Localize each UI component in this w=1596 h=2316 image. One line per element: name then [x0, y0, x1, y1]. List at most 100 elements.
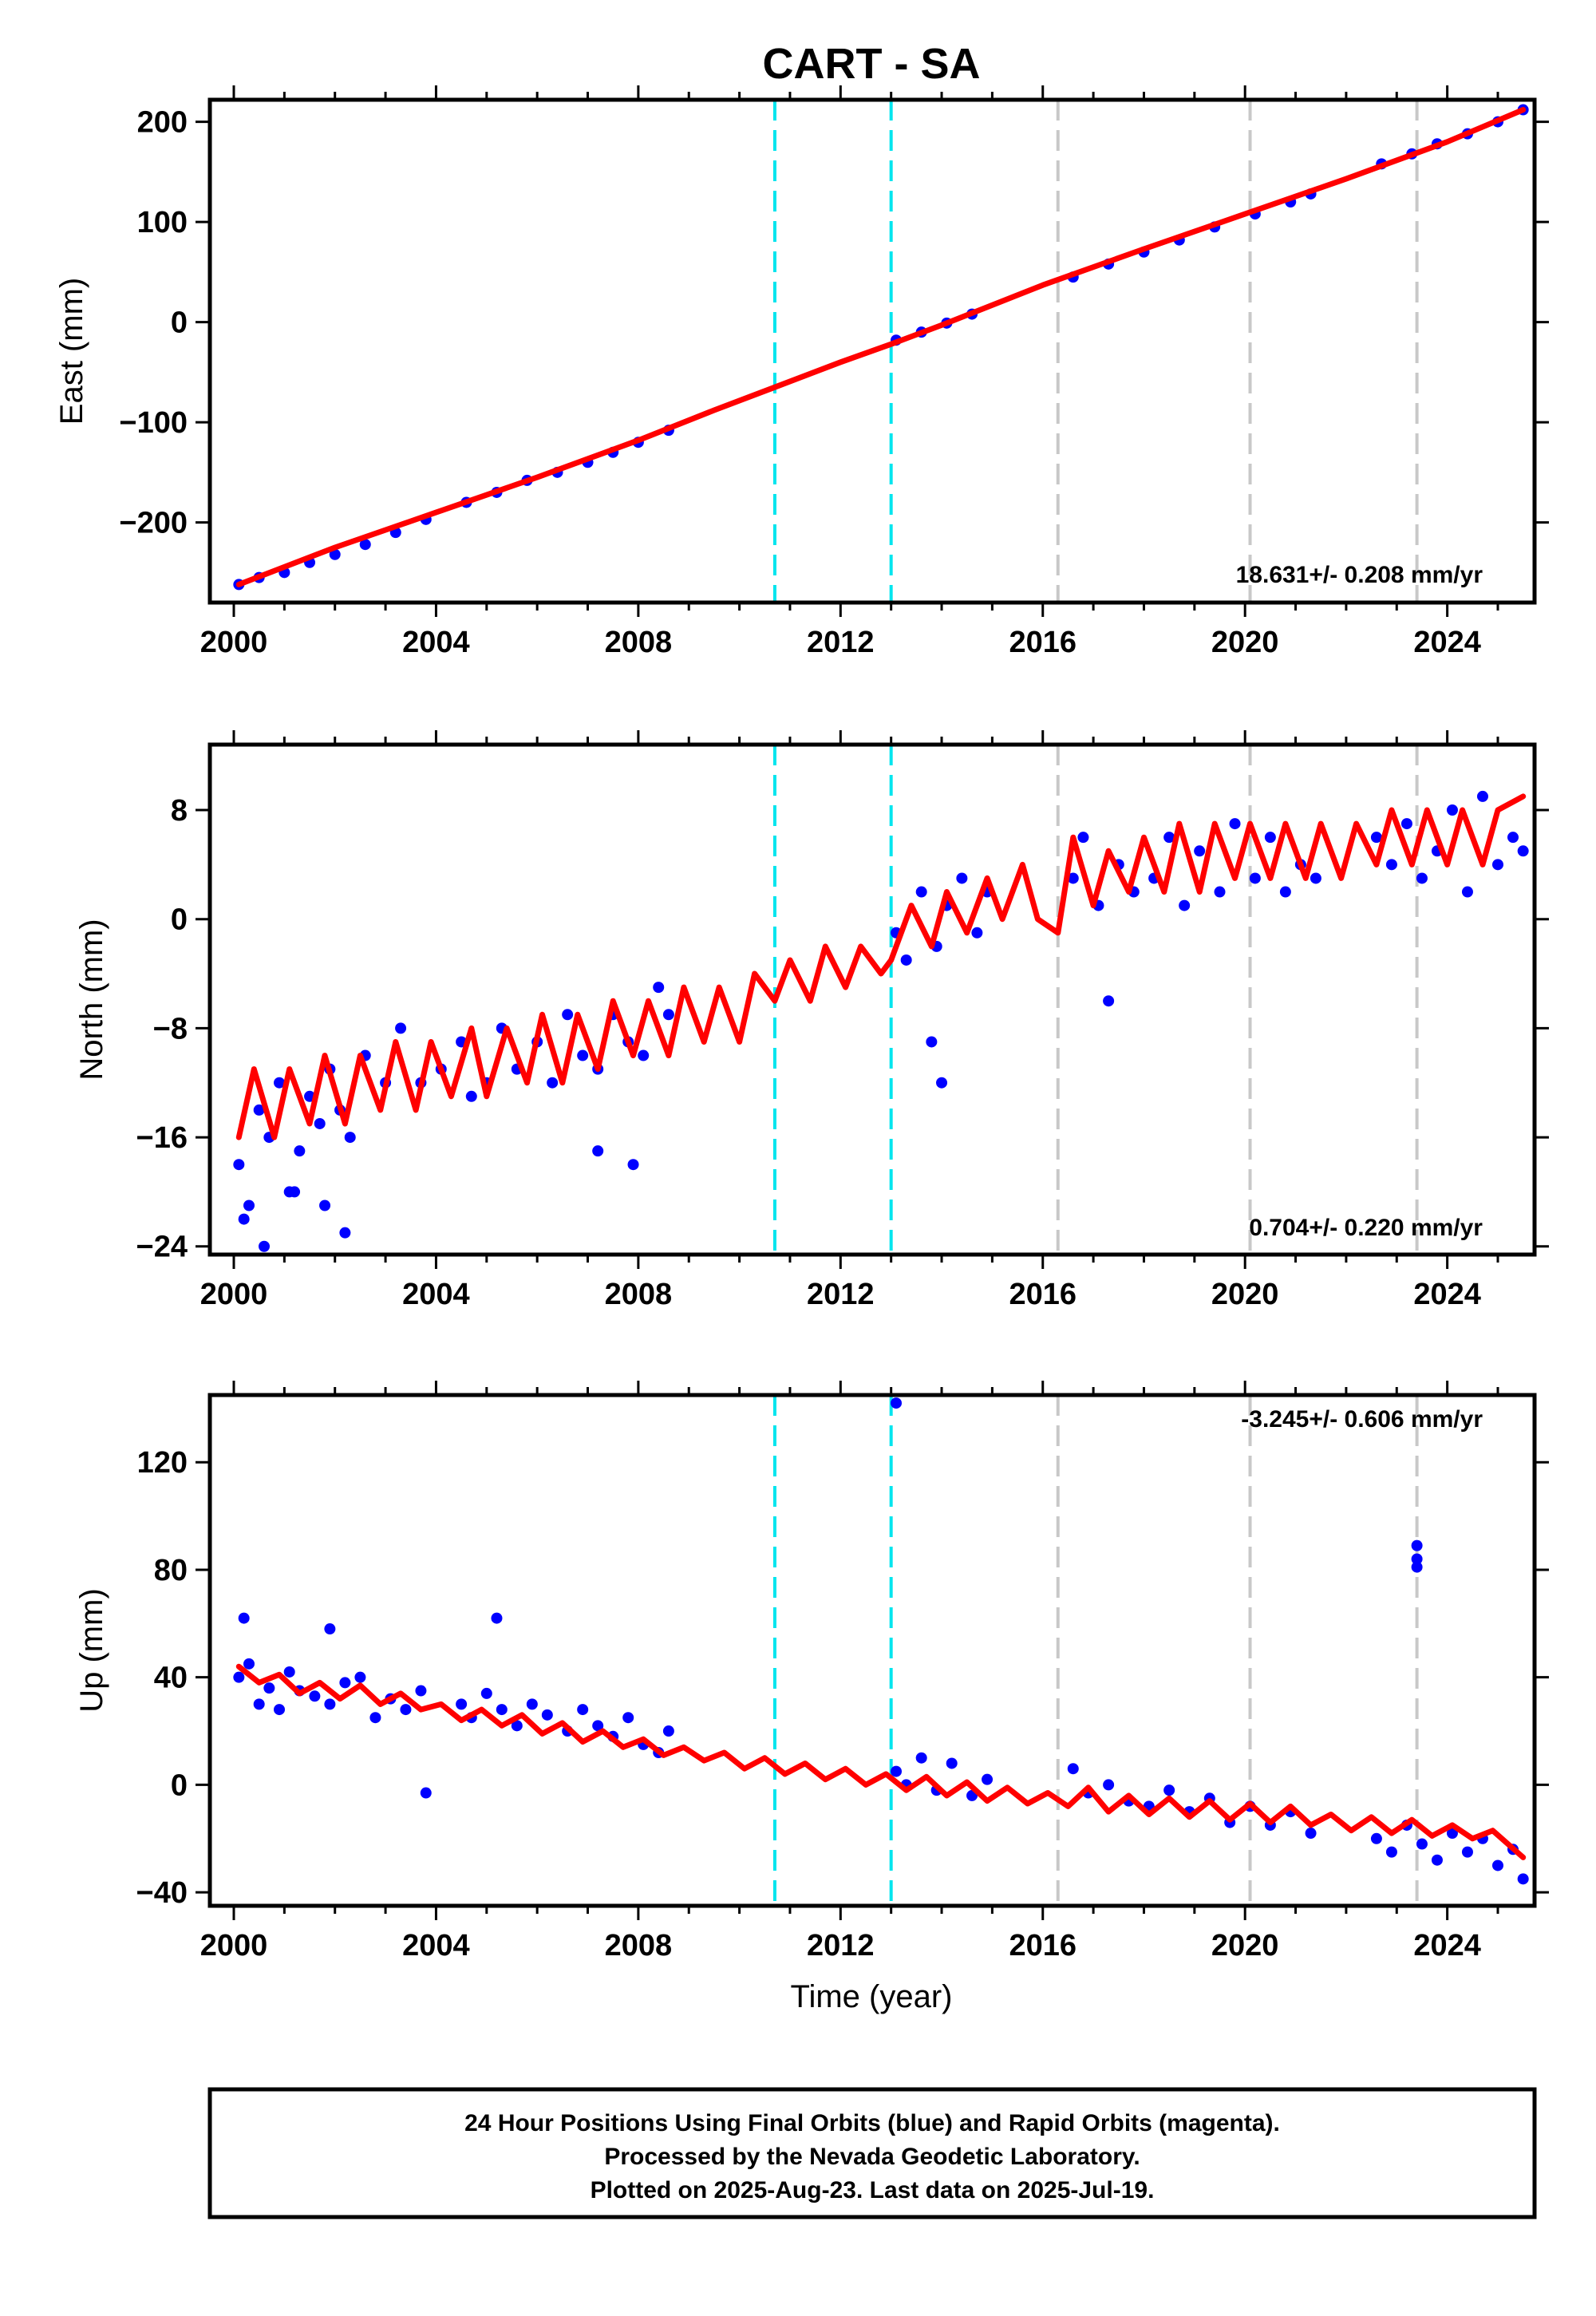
y-tick-label: 100	[137, 206, 188, 239]
data-point	[233, 1159, 245, 1171]
data-point	[1476, 790, 1488, 802]
data-point	[496, 1704, 508, 1716]
data-point	[233, 1671, 245, 1683]
data-point	[653, 982, 665, 994]
observations	[233, 790, 1529, 1252]
data-point	[283, 1666, 295, 1678]
x-tick-label: 2004	[402, 626, 470, 659]
y-tick-label: 80	[154, 1554, 188, 1587]
rate-annotation: 0.704+/- 0.220 mm/yr	[1249, 1215, 1483, 1241]
data-point	[1416, 1838, 1428, 1850]
data-point	[259, 1240, 271, 1252]
data-point	[627, 1159, 639, 1171]
data-point	[577, 1704, 589, 1716]
data-point	[339, 1227, 351, 1239]
data-point	[1264, 832, 1276, 844]
plot-frame	[207, 1393, 1537, 1908]
data-point	[1305, 1828, 1317, 1840]
data-point	[359, 539, 371, 551]
y-tick-label: 0	[171, 1769, 188, 1802]
data-point	[1103, 1779, 1115, 1791]
data-point	[1370, 832, 1382, 844]
data-point	[309, 1690, 321, 1702]
data-point	[324, 1623, 336, 1635]
chart-title: CART - SA	[763, 40, 981, 88]
data-point	[415, 1685, 427, 1697]
y-tick-label: 8	[171, 794, 188, 828]
data-point	[319, 1199, 331, 1211]
data-point	[638, 1049, 650, 1061]
y-axis-label: North (mm)	[74, 919, 109, 1080]
data-point	[1385, 1846, 1397, 1858]
data-point	[324, 1698, 336, 1710]
data-point	[238, 1213, 250, 1225]
data-point	[274, 1704, 286, 1716]
data-point	[1416, 872, 1428, 884]
up-panel: 2000 2004 2008 2012 2016 2020 2024 120 80 40 0 −40 U…	[74, 1381, 1549, 1962]
data-point	[400, 1704, 412, 1716]
data-point	[329, 548, 341, 560]
data-point	[1411, 1553, 1423, 1565]
plot-frame	[207, 97, 1537, 605]
data-point	[369, 1712, 381, 1724]
model-fit-line	[235, 793, 1527, 1140]
x-tick-label: 2024	[1413, 626, 1481, 659]
data-point	[900, 954, 912, 966]
y-tick-label: −8	[153, 1012, 188, 1045]
x-tick-label: 2000	[200, 1278, 268, 1311]
data-point	[456, 1698, 468, 1710]
y-tick-label: 40	[154, 1662, 188, 1695]
y-tick-label: 0	[171, 903, 188, 937]
data-point	[1446, 1828, 1458, 1840]
x-tick-label: 2020	[1211, 1278, 1279, 1311]
x-tick-label: 2016	[1009, 1278, 1077, 1311]
x-tick-label: 2016	[1009, 1929, 1077, 1962]
y-axis-label: East (mm)	[54, 278, 89, 425]
y-tick-label: −24	[136, 1231, 188, 1264]
footer-line-1: 24 Hour Positions Using Final Orbits (bl…	[464, 2110, 1280, 2136]
data-point	[891, 1765, 903, 1777]
rate-annotation: 18.631+/- 0.208 mm/yr	[1236, 562, 1483, 588]
data-point	[1067, 872, 1079, 884]
data-point	[339, 1677, 351, 1689]
x-tick-label: 2024	[1413, 1278, 1481, 1311]
data-point	[891, 1397, 903, 1409]
data-point	[577, 1049, 589, 1061]
x-tick-label: 2008	[605, 1278, 673, 1311]
data-point	[1431, 1854, 1443, 1866]
data-point	[1163, 832, 1175, 844]
data-point	[238, 1612, 250, 1624]
north-panel: 2000 2004 2008 2012 2016 2020 2024 8 0 −8 −16 −24 No…	[74, 730, 1549, 1311]
data-point	[926, 1036, 938, 1048]
data-point	[982, 1773, 994, 1785]
data-point	[263, 1682, 275, 1694]
east-panel: 2000 2004 2008 2012 2016 2020 2024 200 100 0 −100 −…	[54, 85, 1549, 659]
x-tick-label: 2020	[1211, 1929, 1279, 1962]
x-tick-label: 2012	[807, 1278, 875, 1311]
data-point	[1077, 832, 1089, 844]
x-tick-label: 2004	[402, 1929, 470, 1962]
x-tick-label: 2020	[1211, 626, 1279, 659]
data-point	[592, 1720, 604, 1732]
data-point	[395, 1022, 407, 1034]
data-point	[1517, 845, 1529, 857]
x-axis-label: Time (year)	[791, 1979, 953, 2014]
data-point	[1310, 872, 1321, 884]
data-point	[1214, 886, 1226, 898]
model-fit-line	[235, 1663, 1527, 1860]
x-tick-label: 2004	[402, 1278, 470, 1311]
data-point	[1249, 872, 1261, 884]
footer-line-2: Processed by the Nevada Geodetic Laborat…	[604, 2144, 1140, 2170]
data-point	[465, 1090, 477, 1102]
data-point	[915, 1752, 927, 1764]
data-point	[344, 1132, 356, 1144]
data-point	[1461, 1846, 1473, 1858]
data-point	[314, 1117, 326, 1129]
data-point	[253, 1104, 265, 1116]
data-point	[1491, 1860, 1503, 1871]
y-axis-label: Up (mm)	[74, 1588, 109, 1713]
y-tick-label: −200	[119, 507, 188, 540]
y-tick-label: 0	[171, 306, 188, 340]
data-point	[547, 1077, 559, 1089]
data-point	[1446, 804, 1458, 816]
